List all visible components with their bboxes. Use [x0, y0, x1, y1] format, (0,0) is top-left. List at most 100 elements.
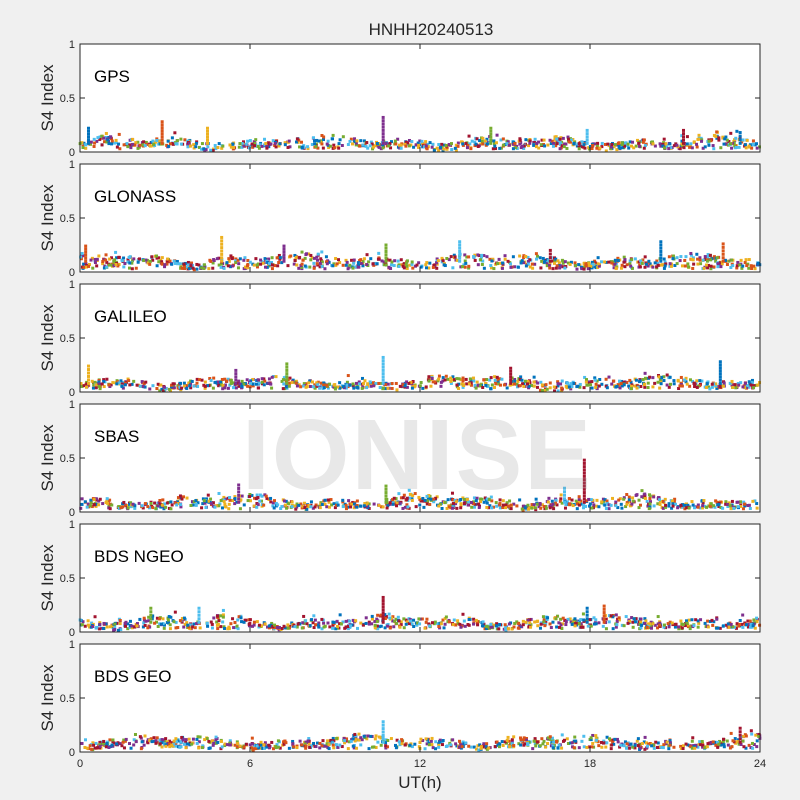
data-point [630, 616, 634, 620]
data-point [742, 734, 746, 738]
spike-point [458, 249, 462, 253]
data-point [227, 625, 231, 629]
data-point [117, 262, 121, 266]
data-point [440, 142, 444, 146]
data-point [148, 625, 152, 629]
data-point [589, 264, 593, 268]
data-point [316, 383, 320, 387]
data-point [246, 139, 250, 143]
data-point [364, 621, 368, 625]
data-point [723, 258, 727, 262]
data-point [379, 505, 383, 509]
data-point [108, 738, 112, 742]
data-point [456, 141, 460, 145]
data-point [364, 144, 368, 148]
data-point [323, 267, 327, 271]
data-point [648, 262, 652, 266]
data-point [418, 622, 422, 626]
data-point [538, 626, 542, 630]
data-point [231, 617, 235, 621]
data-point [118, 618, 122, 622]
data-point [482, 744, 486, 748]
data-point [115, 256, 119, 260]
data-point [421, 739, 425, 743]
data-point [667, 385, 671, 389]
data-point [548, 504, 552, 508]
data-point [225, 379, 229, 383]
data-point [207, 267, 211, 271]
data-point [94, 504, 98, 508]
data-point [582, 262, 586, 266]
data-point [98, 746, 102, 750]
data-point [282, 499, 286, 503]
data-point [160, 503, 164, 507]
data-point [595, 498, 599, 502]
data-point [233, 502, 237, 506]
data-point [307, 252, 311, 256]
data-point [681, 622, 685, 626]
data-point [142, 621, 146, 625]
data-point [679, 255, 683, 259]
data-point [494, 147, 498, 151]
data-point [183, 384, 187, 388]
spike-point [509, 369, 513, 373]
data-point [673, 497, 677, 501]
data-point [530, 503, 534, 507]
data-point [490, 383, 494, 387]
data-point [128, 502, 132, 506]
data-point [395, 388, 399, 392]
data-point [269, 382, 273, 386]
data-point [327, 505, 331, 509]
data-point [742, 500, 746, 504]
spike-point [87, 132, 90, 136]
data-point [538, 388, 542, 392]
data-point [185, 621, 189, 625]
data-point [387, 144, 391, 148]
data-point [564, 142, 568, 146]
data-point [520, 378, 524, 382]
data-point [121, 386, 125, 390]
spike-point [87, 135, 90, 139]
spike-point [381, 115, 385, 119]
data-point [698, 743, 702, 747]
plot-area [80, 284, 760, 392]
data-point [280, 261, 284, 265]
data-point [357, 732, 361, 736]
data-point [699, 262, 703, 266]
data-point [148, 738, 152, 742]
data-point [485, 137, 489, 141]
data-point [632, 617, 636, 621]
data-point [351, 737, 355, 741]
data-point [271, 501, 275, 505]
data-point [442, 147, 446, 151]
data-point [755, 146, 759, 150]
data-point [245, 378, 249, 382]
data-point [714, 499, 718, 503]
data-point [522, 384, 526, 388]
data-point [643, 265, 647, 269]
data-point [112, 264, 116, 268]
data-point [710, 385, 714, 389]
data-point [293, 625, 297, 629]
data-point [710, 618, 714, 622]
data-point [503, 623, 507, 627]
spike-point [509, 381, 513, 385]
data-point [439, 622, 443, 626]
data-point [736, 260, 740, 264]
data-point [498, 377, 502, 381]
data-point [146, 505, 150, 509]
data-point [191, 503, 195, 507]
data-point [428, 624, 432, 628]
data-point [643, 747, 647, 751]
data-point [84, 146, 88, 150]
data-point [668, 262, 672, 266]
data-point [366, 734, 370, 738]
data-point [255, 744, 259, 748]
spike-point [718, 369, 722, 373]
data-point [738, 619, 742, 623]
data-point [473, 503, 477, 507]
data-point [601, 624, 605, 628]
data-point [498, 742, 502, 746]
data-point [533, 620, 537, 624]
data-point [513, 379, 517, 383]
